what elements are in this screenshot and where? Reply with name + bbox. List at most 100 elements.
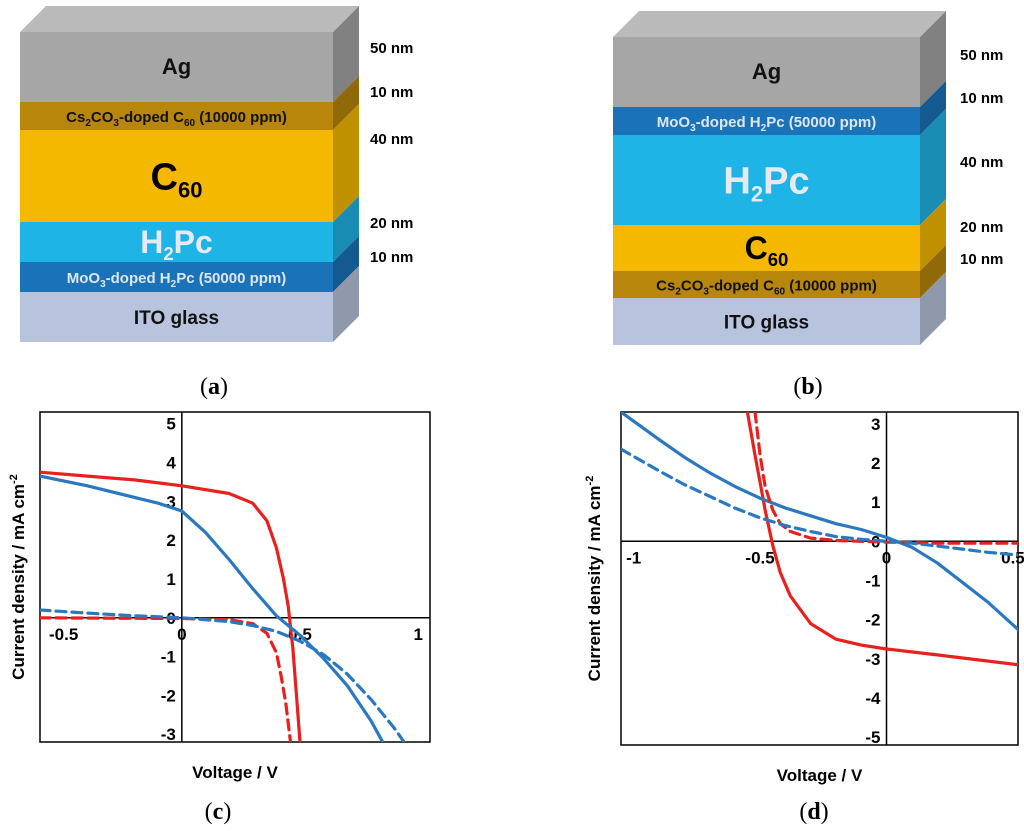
l5: Pc (50000 ppm): [176, 270, 286, 287]
x-tick-label: 0: [177, 625, 186, 644]
layer-label-cs: Cs2CO3-doped C60 (10000 ppm): [66, 109, 287, 129]
caption-d: (d): [799, 799, 828, 825]
x-axis-label: Voltage / V: [192, 763, 278, 782]
l1: Cs: [66, 109, 85, 126]
plot-frame: [39, 411, 431, 743]
l5: Pc (50000 ppm): [766, 114, 876, 131]
layer-label-text: Ag: [162, 54, 191, 79]
series-1-line: [40, 474, 385, 742]
thickness-label: 50 nm: [370, 40, 413, 57]
l4: 2: [761, 123, 767, 134]
layer-moo: [613, 107, 920, 135]
layer-c60: [613, 225, 920, 271]
layer-label-h2pc: H2Pc: [140, 224, 213, 264]
thickness-label: 10 nm: [960, 90, 1003, 107]
label-sub: 60: [768, 249, 789, 270]
layer-moo-side: [333, 236, 359, 292]
layer-label-ag: Ag: [162, 54, 191, 79]
layer-label-text: ITO glass: [134, 308, 219, 329]
thickness-label: 10 nm: [370, 84, 413, 101]
layer-label-text: ITO glass: [724, 313, 809, 334]
layer-ag-side: [333, 6, 359, 102]
y-tick-label: 3: [871, 415, 880, 434]
label-end: Pc: [174, 224, 213, 260]
layer-h2pc: [20, 222, 333, 262]
layer-ito-side: [333, 266, 359, 342]
stack-top-face: [20, 6, 359, 32]
layer-label-c60: C60: [745, 230, 789, 270]
layer-label-c60: C60: [151, 156, 203, 202]
y-axis-label: Current density / mA cm-2: [8, 474, 28, 680]
thickness-label: 40 nm: [370, 131, 413, 148]
layer-ito: [613, 298, 920, 345]
series-2-line: [40, 616, 293, 742]
device-stack-b: Ag 50 nm MoO3-doped H2Pc (50000 ppm) 10 nm H…: [613, 11, 1003, 345]
layer-ito-side: [920, 272, 946, 345]
label-main: C: [151, 156, 178, 198]
l4: 3: [703, 287, 709, 298]
y-tick-label: -1: [865, 571, 880, 590]
x-tick-label: -0.5: [745, 548, 774, 567]
layer-cs: [20, 102, 333, 130]
layer-label-ito: ITO glass: [724, 313, 809, 334]
l4: 2: [171, 279, 177, 290]
l1: MoO: [67, 270, 101, 287]
label-sub: 2: [751, 182, 763, 207]
x-tick-label: -1: [626, 548, 641, 567]
caption-c: (c): [205, 799, 232, 825]
thickness-text: 10 nm: [960, 251, 1003, 268]
l3: CO: [681, 278, 704, 295]
x-axis-label: Voltage / V: [777, 766, 863, 785]
layer-ag: [613, 37, 920, 107]
y-tick-label: -5: [865, 728, 880, 747]
label-main: H: [723, 160, 750, 202]
y-tick-label: -3: [865, 650, 880, 669]
l2: 2: [675, 287, 681, 298]
y-tick-label: 3: [166, 492, 175, 511]
y-tick-label: 2: [166, 531, 175, 550]
l3: CO: [91, 109, 114, 126]
l1: Cs: [656, 278, 675, 295]
thickness-label: 50 nm: [960, 47, 1003, 64]
layer-c60: [20, 130, 333, 222]
x-tick-label: 0: [882, 548, 891, 567]
layer-h2pc: [613, 135, 920, 225]
layer-label-cs: Cs2CO3-doped C60 (10000 ppm): [656, 278, 877, 298]
thickness-label: 10 nm: [370, 249, 413, 266]
layer-label-ag: Ag: [752, 59, 781, 84]
l7: (10000 ppm): [785, 278, 877, 295]
layer-label-moo: MoO3-doped H2Pc (50000 ppm): [67, 270, 287, 290]
layer-cs: [613, 271, 920, 298]
y-tick-label: -3: [161, 725, 176, 744]
series-1-line: [621, 412, 1018, 631]
y-tick-label: -2: [161, 686, 176, 705]
label-end: Pc: [763, 160, 809, 202]
plot-frame: [620, 411, 1019, 746]
y-axis-label: Current density / mA cm-2: [584, 476, 604, 682]
l5: -doped C: [119, 109, 184, 126]
layer-h2pc-side: [333, 196, 359, 262]
layer-label-h2pc: H2Pc: [723, 160, 809, 206]
y-tick-label: -4: [865, 689, 881, 708]
thickness-label: 10 nm: [960, 251, 1003, 268]
thickness-text: 40 nm: [370, 131, 413, 148]
series-0-line: [745, 412, 1018, 667]
layer-c60-side: [920, 199, 946, 271]
l2: 2: [85, 118, 91, 129]
thickness-text: 10 nm: [370, 84, 413, 101]
series-0-line: [40, 470, 302, 742]
series-3-line: [621, 447, 1018, 557]
layer-moo-side: [920, 81, 946, 135]
y-label-main: Current density / mA cm: [9, 484, 28, 680]
label-main: C: [745, 230, 768, 266]
thickness-label: 20 nm: [960, 219, 1003, 236]
series-group: [621, 412, 1018, 667]
layer-label-text: Ag: [752, 59, 781, 84]
label-sub: 60: [178, 178, 203, 203]
y-label-sup: -2: [8, 474, 20, 484]
layer-label-moo: MoO3-doped H2Pc (50000 ppm): [657, 114, 877, 134]
y-tick-label: 4: [166, 453, 176, 472]
layer-moo: [20, 262, 333, 292]
